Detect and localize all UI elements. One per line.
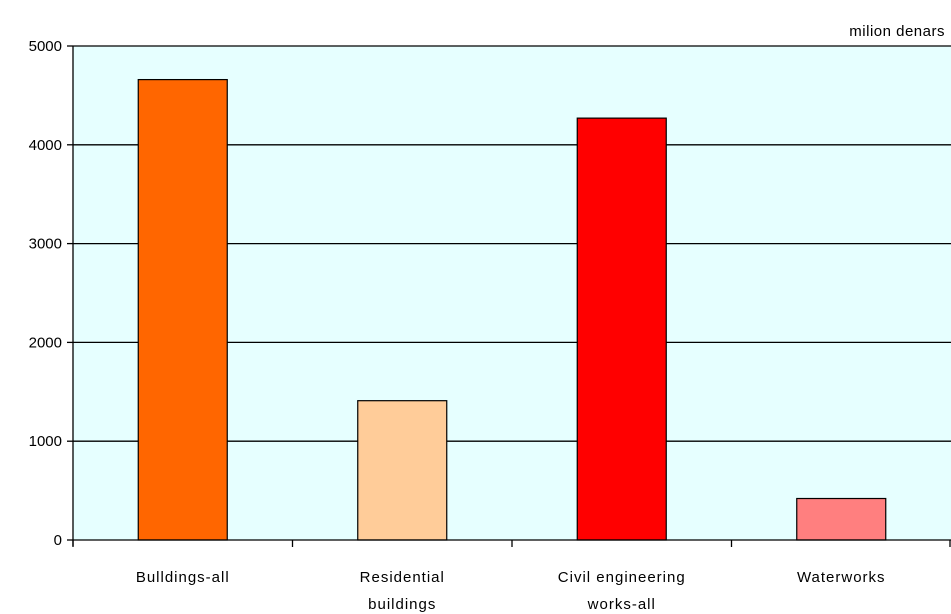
y-axis-ticks: 0 1000 2000 3000 4000 5000 (29, 38, 73, 549)
y-tick-label: 4000 (29, 137, 62, 154)
bar (137, 78, 228, 541)
x-tick-label: Bulldings-all (136, 569, 230, 586)
unit-label: milion denars (849, 23, 945, 40)
x-tick-label: Civil engineering works-all (558, 569, 686, 613)
y-tick-label: 3000 (29, 236, 62, 253)
x-tick-label: Waterworks (797, 569, 886, 586)
y-tick-label: 0 (54, 532, 62, 549)
x-tick-label: Residential buildings (360, 569, 445, 613)
bar (576, 117, 667, 541)
bar (796, 497, 887, 541)
axes (72, 46, 951, 547)
bars (137, 78, 887, 541)
y-tick-label: 5000 (29, 38, 62, 55)
x-axis-labels: Bulldings-all Residential buildings Civil e… (136, 569, 886, 613)
y-tick-label: 1000 (29, 433, 62, 450)
bar (357, 400, 448, 541)
y-tick-label: 2000 (29, 334, 62, 351)
